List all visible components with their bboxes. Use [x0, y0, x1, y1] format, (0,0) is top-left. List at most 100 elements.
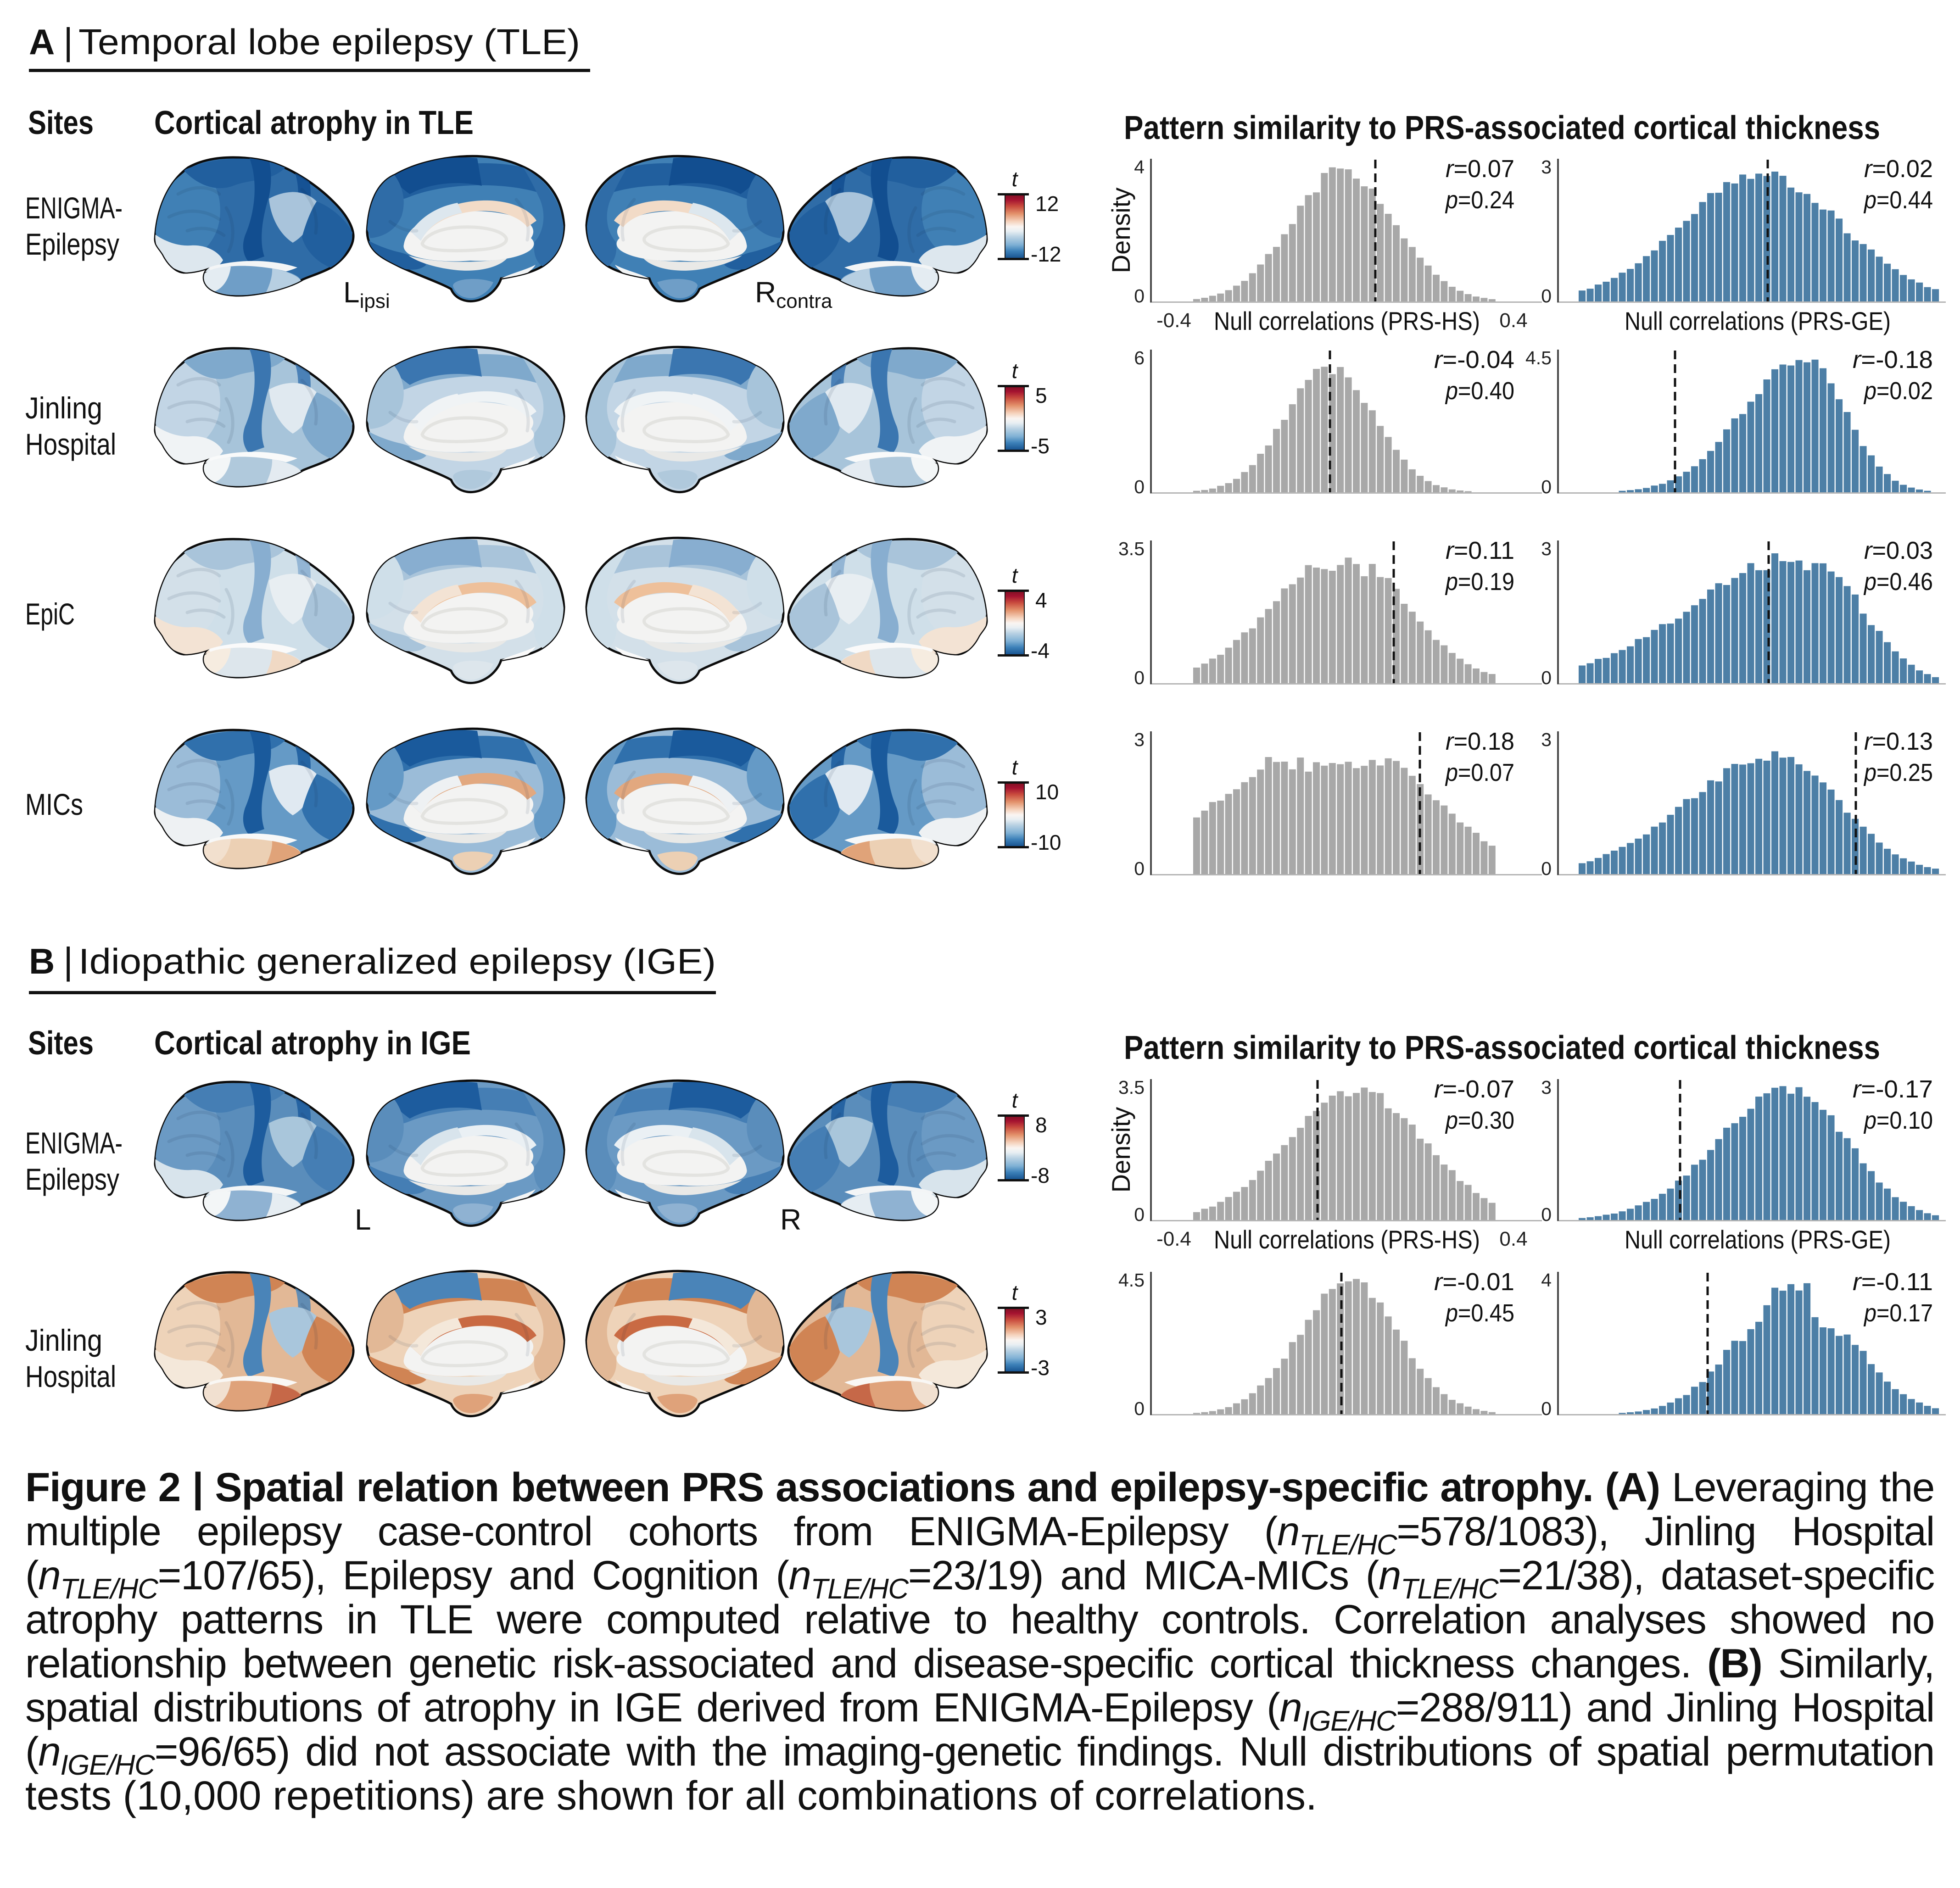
svg-text:L: L — [355, 1203, 371, 1236]
svg-text:r=-0.17: r=-0.17 — [1853, 1075, 1933, 1103]
svg-text:ENIGMA-: ENIGMA- — [25, 191, 123, 225]
svg-text:4: 4 — [1134, 156, 1145, 178]
svg-text:8: 8 — [1035, 1113, 1047, 1137]
svg-text:3.5: 3.5 — [1118, 1077, 1145, 1098]
svg-text:r=0.02: r=0.02 — [1864, 155, 1933, 183]
svg-text:0: 0 — [1541, 858, 1552, 879]
svg-text:Cortical atrophy in TLE: Cortical atrophy in TLE — [154, 105, 474, 141]
svg-text:0: 0 — [1541, 1204, 1552, 1225]
svg-text:0: 0 — [1134, 1204, 1145, 1225]
svg-text:Epilepsy: Epilepsy — [25, 1162, 119, 1196]
svg-text:Null correlations (PRS-GE): Null correlations (PRS-GE) — [1625, 306, 1891, 335]
svg-text:3: 3 — [1541, 729, 1552, 750]
svg-text:-8: -8 — [1031, 1164, 1050, 1187]
svg-text:Temporal lobe epilepsy (TLE): Temporal lobe epilepsy (TLE) — [78, 22, 580, 62]
svg-text:p=0.46: p=0.46 — [1863, 568, 1933, 596]
svg-text:Lipsi: Lipsi — [343, 276, 390, 312]
svg-text:t: t — [1012, 563, 1019, 587]
svg-text:Pattern similarity to PRS-asso: Pattern similarity to PRS-associated cor… — [1124, 1030, 1880, 1066]
svg-text:p=0.30: p=0.30 — [1445, 1107, 1514, 1134]
svg-text:4.5: 4.5 — [1118, 1270, 1145, 1291]
svg-text:p=0.19: p=0.19 — [1445, 568, 1514, 596]
svg-text:p=0.17: p=0.17 — [1863, 1299, 1933, 1327]
svg-text:-4: -4 — [1031, 639, 1050, 663]
svg-text:0: 0 — [1134, 667, 1145, 688]
svg-text:p=0.40: p=0.40 — [1445, 377, 1514, 405]
svg-text:5: 5 — [1035, 384, 1047, 407]
svg-text:Hospital: Hospital — [25, 427, 116, 461]
svg-text:t: t — [1012, 755, 1019, 779]
svg-text:Jinling: Jinling — [25, 391, 102, 425]
svg-text:0: 0 — [1134, 858, 1145, 879]
svg-text:Epilepsy: Epilepsy — [25, 227, 119, 261]
svg-text:B: B — [29, 941, 55, 981]
svg-text:p=0.07: p=0.07 — [1445, 759, 1514, 786]
svg-text:|: | — [63, 940, 73, 982]
svg-text:MICs: MICs — [25, 787, 83, 821]
svg-text:10: 10 — [1035, 780, 1059, 804]
svg-text:t: t — [1012, 1281, 1019, 1304]
svg-text:0: 0 — [1541, 667, 1552, 688]
svg-text:EpiC: EpiC — [25, 597, 75, 631]
svg-text:r=0.11: r=0.11 — [1446, 537, 1514, 564]
svg-text:t: t — [1012, 359, 1019, 383]
svg-text:t: t — [1012, 1088, 1019, 1112]
svg-text:Cortical atrophy in IGE: Cortical atrophy in IGE — [154, 1025, 471, 1062]
svg-text:r=0.03: r=0.03 — [1864, 537, 1933, 564]
svg-text:r=-0.07: r=-0.07 — [1434, 1075, 1514, 1103]
svg-text:Null correlations (PRS-HS): Null correlations (PRS-HS) — [1214, 1225, 1480, 1254]
svg-text:r=0.18: r=0.18 — [1446, 728, 1514, 755]
svg-text:Sites: Sites — [28, 105, 94, 141]
svg-text:p=0.25: p=0.25 — [1863, 759, 1933, 786]
svg-text:-0.4: -0.4 — [1156, 309, 1191, 332]
svg-text:Rcontra: Rcontra — [755, 276, 832, 312]
svg-text:Null correlations (PRS-HS): Null correlations (PRS-HS) — [1214, 306, 1480, 335]
svg-text:4.5: 4.5 — [1525, 347, 1552, 368]
svg-text:3: 3 — [1134, 729, 1145, 750]
svg-text:Density: Density — [1106, 1107, 1135, 1193]
svg-text:0: 0 — [1134, 1398, 1145, 1419]
svg-text:0: 0 — [1134, 476, 1145, 497]
svg-text:3.5: 3.5 — [1118, 538, 1145, 559]
svg-text:Idiopathic generalized epileps: Idiopathic generalized epilepsy (IGE) — [78, 941, 716, 981]
svg-text:R: R — [780, 1203, 801, 1236]
svg-text:|: | — [63, 21, 73, 62]
svg-text:0.4: 0.4 — [1499, 309, 1527, 332]
svg-text:0: 0 — [1541, 1398, 1552, 1419]
svg-text:Pattern similarity to PRS-asso: Pattern similarity to PRS-associated cor… — [1124, 110, 1880, 146]
svg-text:3: 3 — [1541, 1077, 1552, 1098]
svg-text:3: 3 — [1035, 1305, 1047, 1329]
svg-text:r=-0.01: r=-0.01 — [1434, 1268, 1514, 1296]
svg-text:4: 4 — [1035, 588, 1047, 612]
svg-text:t: t — [1012, 167, 1019, 191]
svg-text:A: A — [29, 22, 55, 62]
svg-text:-10: -10 — [1031, 830, 1061, 854]
svg-text:ENIGMA-: ENIGMA- — [25, 1126, 123, 1160]
svg-text:r=0.13: r=0.13 — [1864, 728, 1933, 755]
svg-text:0.4: 0.4 — [1499, 1228, 1527, 1250]
svg-text:Sites: Sites — [28, 1025, 94, 1062]
svg-text:Density: Density — [1106, 188, 1135, 273]
svg-text:p=0.45: p=0.45 — [1445, 1299, 1514, 1327]
svg-text:r=-0.18: r=-0.18 — [1853, 346, 1933, 373]
svg-text:-3: -3 — [1031, 1356, 1050, 1380]
svg-text:r=-0.11: r=-0.11 — [1853, 1268, 1933, 1296]
svg-text:r=0.07: r=0.07 — [1446, 155, 1514, 183]
svg-text:3: 3 — [1541, 538, 1552, 559]
svg-text:r=-0.04: r=-0.04 — [1434, 346, 1514, 373]
svg-text:4: 4 — [1541, 1270, 1552, 1291]
svg-text:6: 6 — [1134, 347, 1145, 368]
svg-text:0: 0 — [1541, 476, 1552, 497]
svg-text:0: 0 — [1134, 285, 1145, 306]
svg-text:Jinling: Jinling — [25, 1323, 102, 1357]
svg-text:-0.4: -0.4 — [1156, 1228, 1191, 1250]
svg-text:p=0.02: p=0.02 — [1863, 377, 1933, 405]
svg-text:p=0.24: p=0.24 — [1445, 186, 1514, 214]
svg-text:Null correlations (PRS-GE): Null correlations (PRS-GE) — [1625, 1225, 1891, 1254]
svg-text:-5: -5 — [1031, 434, 1050, 458]
svg-text:3: 3 — [1541, 156, 1552, 178]
svg-text:p=0.10: p=0.10 — [1863, 1107, 1933, 1134]
svg-text:12: 12 — [1035, 192, 1059, 216]
svg-text:0: 0 — [1541, 285, 1552, 306]
svg-text:p=0.44: p=0.44 — [1863, 186, 1933, 214]
